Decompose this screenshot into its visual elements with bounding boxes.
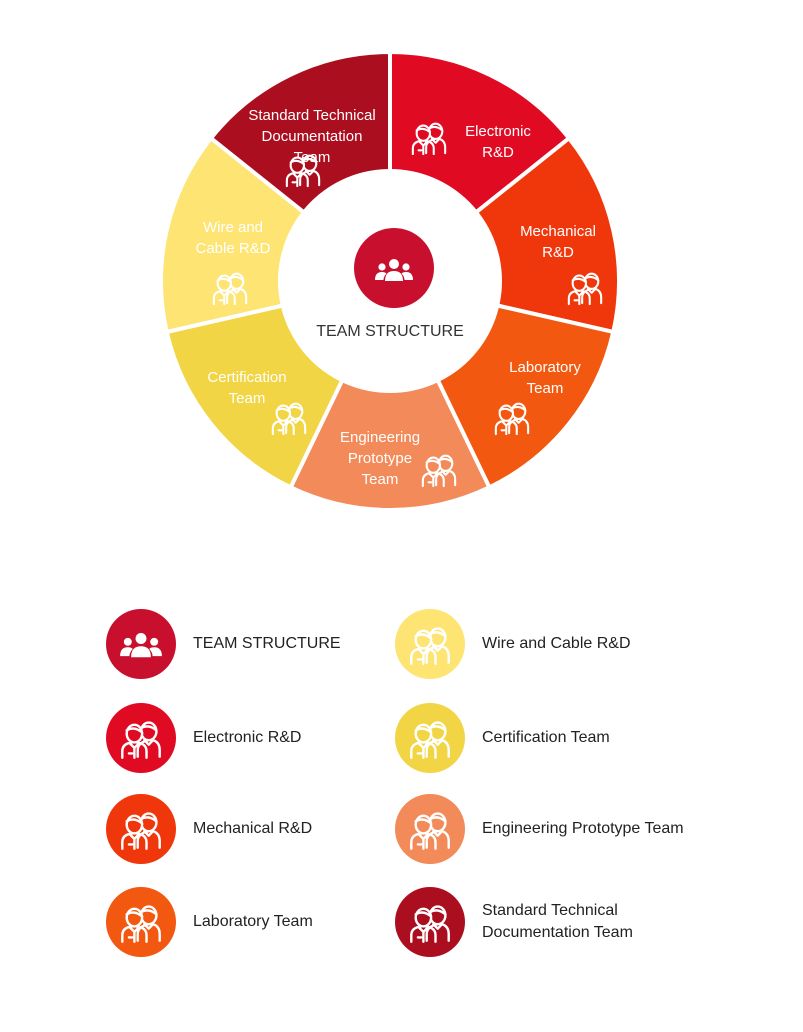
center-badge [354, 228, 434, 308]
team-members-icon [271, 402, 307, 436]
segment-label-line: Mechanical [520, 223, 596, 240]
team-members-icon [494, 402, 530, 436]
legend-label: Certification Team [482, 729, 610, 746]
legend-item: TEAM STRUCTURE [106, 609, 341, 679]
segment-label-line: Laboratory [509, 359, 581, 376]
segment-label-line: R&D [482, 144, 514, 161]
segment-label-line: Prototype [348, 450, 412, 467]
legend-item: Certification Team [395, 703, 610, 773]
legend-badge [395, 703, 465, 773]
team-members-icon [410, 721, 450, 760]
segment-label-line: Team [362, 471, 399, 488]
team-members-icon [421, 454, 457, 488]
segment-label-line: R&D [542, 244, 574, 261]
legend-badge [106, 794, 176, 864]
team-members-icon [410, 812, 450, 851]
legend-item: Standard Technical Documentation Team [395, 887, 662, 957]
segment-engineering-prototype [287, 276, 493, 512]
legend-item: Laboratory Team [106, 887, 313, 957]
segment-label-line: Documentation [262, 128, 363, 145]
segment-label-certification: Certification Team [207, 369, 286, 407]
group-icon [120, 633, 162, 658]
legend-badge [106, 703, 176, 773]
team-members-icon [121, 721, 161, 760]
legend-item: Mechanical R&D [106, 794, 312, 864]
legend-label: Mechanical R&D [193, 820, 313, 837]
legend-badge [106, 609, 176, 679]
team-members-icon [410, 627, 450, 666]
segment-label-line: Certification [207, 369, 286, 386]
legend-label: Engineering Prototype Team [482, 820, 684, 837]
team-members-icon [410, 905, 450, 944]
segment-label-line: Team [229, 390, 266, 407]
team-members-icon [285, 154, 321, 188]
segment-label-mechanical: Mechanical R&D [520, 223, 596, 261]
legend-label: Wire and Cable R&D [482, 635, 631, 652]
team-members-icon [121, 905, 161, 944]
team-members-icon [411, 122, 447, 156]
segment-label-engineering-prototype: Engineering Prototype Team [340, 429, 420, 488]
segment-label-laboratory: Laboratory Team [509, 359, 581, 397]
legend-badge [395, 887, 465, 957]
legend-item: Electronic R&D [106, 703, 301, 773]
segment-label-wire-and-cable: Wire and Cable R&D [195, 219, 270, 257]
legend-badge [395, 794, 465, 864]
segment-label-line: Electronic [465, 123, 531, 140]
segment-label-line: Wire and [203, 219, 263, 236]
segment-label-electronic: Electronic R&D [465, 123, 531, 161]
group-icon [375, 259, 413, 281]
legend-label: Laboratory Team [193, 913, 313, 930]
center-title: TEAM STRUCTURE [316, 323, 464, 340]
team-members-icon [567, 272, 603, 306]
legend-label: Standard Technical Documentation Team [482, 902, 633, 941]
segment-label-line: Standard Technical [248, 107, 375, 124]
legend-badge [395, 609, 465, 679]
team-structure-wheel: Electronic R&D Mechanical R&D Laboratory Te… [161, 52, 619, 512]
legend-item: Engineering Prototype Team [395, 794, 684, 864]
legend-label: TEAM STRUCTURE [193, 635, 341, 652]
segment-label-line: Engineering [340, 429, 420, 446]
legend-label: Electronic R&D [193, 729, 302, 746]
legend-badge [106, 887, 176, 957]
segment-label-line: Team [527, 380, 564, 397]
team-members-icon [121, 812, 161, 851]
team-members-icon [212, 272, 248, 306]
segment-label-line: Cable R&D [195, 240, 270, 257]
legend-item: Wire and Cable R&D [395, 609, 631, 679]
